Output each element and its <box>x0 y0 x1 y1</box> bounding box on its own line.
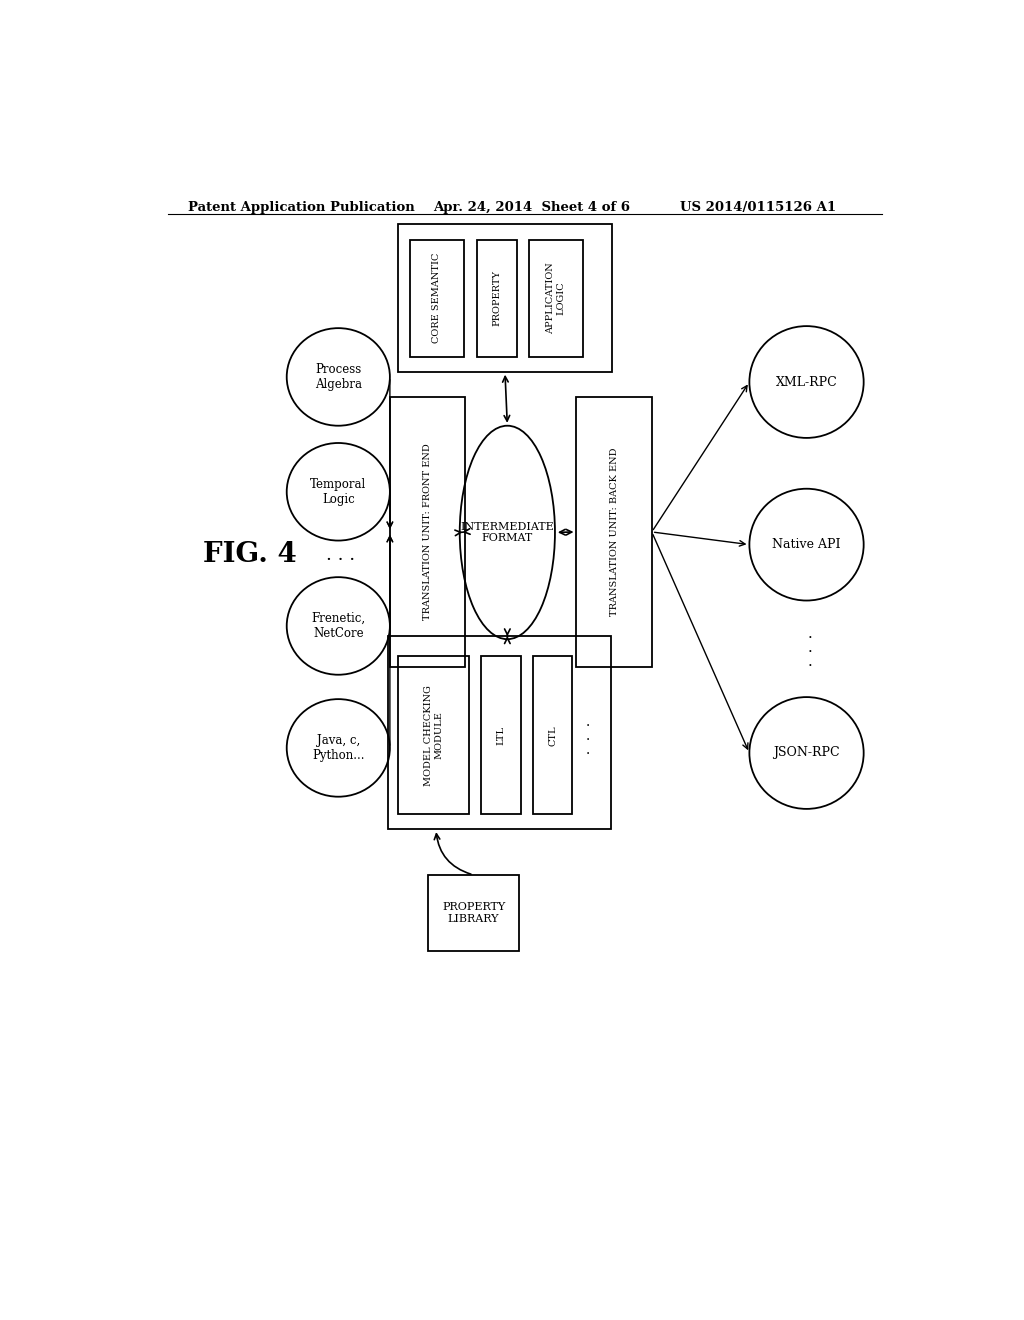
Bar <box>532 656 572 814</box>
Text: Apr. 24, 2014  Sheet 4 of 6: Apr. 24, 2014 Sheet 4 of 6 <box>433 201 631 214</box>
Text: LTL: LTL <box>497 726 506 744</box>
Text: FIG. 4: FIG. 4 <box>204 541 297 569</box>
Bar <box>481 656 521 814</box>
Text: XML-RPC: XML-RPC <box>775 375 838 388</box>
Bar <box>397 224 612 372</box>
Text: US 2014/0115126 A1: US 2014/0115126 A1 <box>680 201 836 214</box>
Text: Temporal
Logic: Temporal Logic <box>310 478 367 506</box>
Text: PROPERTY
LIBRARY: PROPERTY LIBRARY <box>442 903 505 924</box>
Bar <box>388 636 610 829</box>
Text: . . .: . . . <box>326 545 355 564</box>
Text: Patent Application Publication: Patent Application Publication <box>187 201 415 214</box>
Text: Java, c,
Python...: Java, c, Python... <box>312 734 365 762</box>
Text: JSON-RPC: JSON-RPC <box>773 747 840 759</box>
Bar <box>428 875 519 952</box>
Text: Frenetic,
NetCore: Frenetic, NetCore <box>311 612 366 640</box>
Bar <box>397 656 469 814</box>
Text: Process
Algebra: Process Algebra <box>314 363 361 391</box>
Text: MODEL CHECKING
MODULE: MODEL CHECKING MODULE <box>424 685 443 785</box>
Text: TRANSLATION UNIT: FRONT END: TRANSLATION UNIT: FRONT END <box>423 444 432 620</box>
Bar <box>410 240 464 356</box>
Text: Native API: Native API <box>772 539 841 552</box>
Text: CORE SEMANTIC: CORE SEMANTIC <box>432 253 441 343</box>
Text: APPLICATION
LOGIC: APPLICATION LOGIC <box>546 263 565 334</box>
Text: TRANSLATION UNIT: BACK END: TRANSLATION UNIT: BACK END <box>609 447 618 616</box>
Text: .
.
.: . . . <box>586 714 591 756</box>
Text: .
.
.: . . . <box>808 627 813 669</box>
Bar <box>528 240 583 356</box>
Text: PROPERTY: PROPERTY <box>493 271 502 326</box>
Bar <box>390 397 465 667</box>
Text: INTERMEDIATE
FORMAT: INTERMEDIATE FORMAT <box>461 521 554 544</box>
Bar <box>577 397 651 667</box>
Bar <box>477 240 517 356</box>
Text: CTL: CTL <box>548 725 557 746</box>
